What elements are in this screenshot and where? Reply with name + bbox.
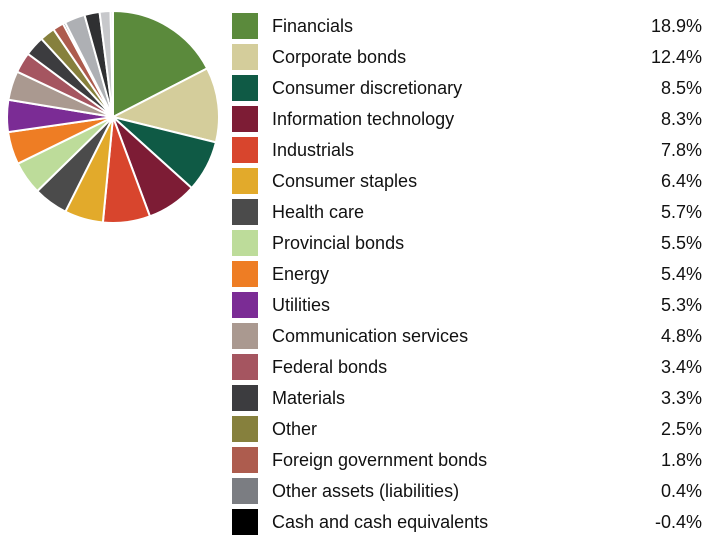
legend-label: Utilities bbox=[272, 294, 331, 315]
legend-swatch bbox=[232, 74, 258, 101]
legend-label: Cash and cash equivalents bbox=[272, 511, 489, 532]
legend-swatch bbox=[232, 508, 258, 535]
legend-swatch bbox=[232, 260, 258, 287]
legend-swatch bbox=[232, 353, 258, 380]
legend-label: Other assets (liabilities) bbox=[272, 480, 460, 501]
pie-slice bbox=[112, 10, 209, 118]
legend-swatch bbox=[232, 136, 258, 163]
legend-label: Industrials bbox=[272, 139, 355, 160]
legend-value: 3.4% bbox=[660, 356, 702, 377]
legend-value: 18.9% bbox=[650, 15, 702, 36]
legend-swatch bbox=[232, 43, 258, 70]
pie-slice bbox=[109, 9, 114, 118]
legend-label: Health care bbox=[272, 201, 365, 222]
pie-chart bbox=[6, 9, 220, 224]
legend-value: 3.3% bbox=[660, 387, 702, 408]
legend-label: Energy bbox=[272, 263, 330, 284]
legend-label: Federal bonds bbox=[272, 356, 388, 377]
legend-item: Consumer staples 6.4% bbox=[232, 165, 704, 196]
legend-value: 5.3% bbox=[660, 294, 702, 315]
legend-label: Provincial bonds bbox=[272, 232, 405, 253]
legend-label: Financials bbox=[272, 15, 354, 36]
legend-value: 5.7% bbox=[660, 201, 702, 222]
legend-value: 7.8% bbox=[660, 139, 702, 160]
legend-item: Information technology 8.3% bbox=[232, 103, 704, 134]
legend-item: Provincial bonds 5.5% bbox=[232, 227, 704, 258]
legend-swatch bbox=[232, 198, 258, 225]
legend-item: Federal bonds 3.4% bbox=[232, 351, 704, 382]
legend-item: Foreign government bonds 1.8% bbox=[232, 444, 704, 475]
legend-value: 8.5% bbox=[660, 77, 702, 98]
legend-value: 2.5% bbox=[660, 418, 702, 439]
legend-value: 5.5% bbox=[660, 232, 702, 253]
legend-label: Information technology bbox=[272, 108, 455, 129]
legend-value: 5.4% bbox=[660, 263, 702, 284]
legend-swatch bbox=[232, 229, 258, 256]
legend-value: -0.4% bbox=[654, 511, 702, 532]
legend-value: 12.4% bbox=[650, 46, 702, 67]
legend-swatch bbox=[232, 446, 258, 473]
legend-swatch bbox=[232, 415, 258, 442]
pie-slice bbox=[112, 67, 220, 144]
legend-item: Energy 5.4% bbox=[232, 258, 704, 289]
legend-value: 4.8% bbox=[660, 325, 702, 346]
legend-value: 8.3% bbox=[660, 108, 702, 129]
legend-item: Other assets (liabilities) 0.4% bbox=[232, 475, 704, 506]
legend-value: 0.4% bbox=[660, 480, 702, 501]
legend-swatch bbox=[232, 167, 258, 194]
legend-label: Corporate bonds bbox=[272, 46, 407, 67]
legend-item: Communication services 4.8% bbox=[232, 320, 704, 351]
legend-item: Materials 3.3% bbox=[232, 382, 704, 413]
legend-item: Health care 5.7% bbox=[232, 196, 704, 227]
legend-label: Consumer discretionary bbox=[272, 77, 463, 98]
legend-item: Consumer discretionary 8.5% bbox=[232, 72, 704, 103]
legend-item: Utilities 5.3% bbox=[232, 289, 704, 320]
legend-item: Industrials 7.8% bbox=[232, 134, 704, 165]
legend-value: 1.8% bbox=[660, 449, 702, 470]
legend: Financials 18.9% Corporate bonds 12.4% Consu… bbox=[232, 10, 704, 537]
legend-swatch bbox=[232, 291, 258, 318]
legend-item: Other 2.5% bbox=[232, 413, 704, 444]
pie-chart-container bbox=[6, 9, 220, 224]
legend-swatch bbox=[232, 12, 258, 39]
legend-label: Consumer staples bbox=[272, 170, 418, 191]
legend-item: Financials 18.9% bbox=[232, 10, 704, 41]
legend-label: Other bbox=[272, 418, 318, 439]
legend-label: Materials bbox=[272, 387, 346, 408]
legend-label: Communication services bbox=[272, 325, 469, 346]
legend-swatch bbox=[232, 384, 258, 411]
legend-item: Corporate bonds 12.4% bbox=[232, 41, 704, 72]
legend-label: Foreign government bonds bbox=[272, 449, 488, 470]
legend-value: 6.4% bbox=[660, 170, 702, 191]
legend-item: Cash and cash equivalents -0.4% bbox=[232, 506, 704, 537]
legend-swatch bbox=[232, 322, 258, 349]
legend-swatch bbox=[232, 477, 258, 504]
legend-swatch bbox=[232, 105, 258, 132]
